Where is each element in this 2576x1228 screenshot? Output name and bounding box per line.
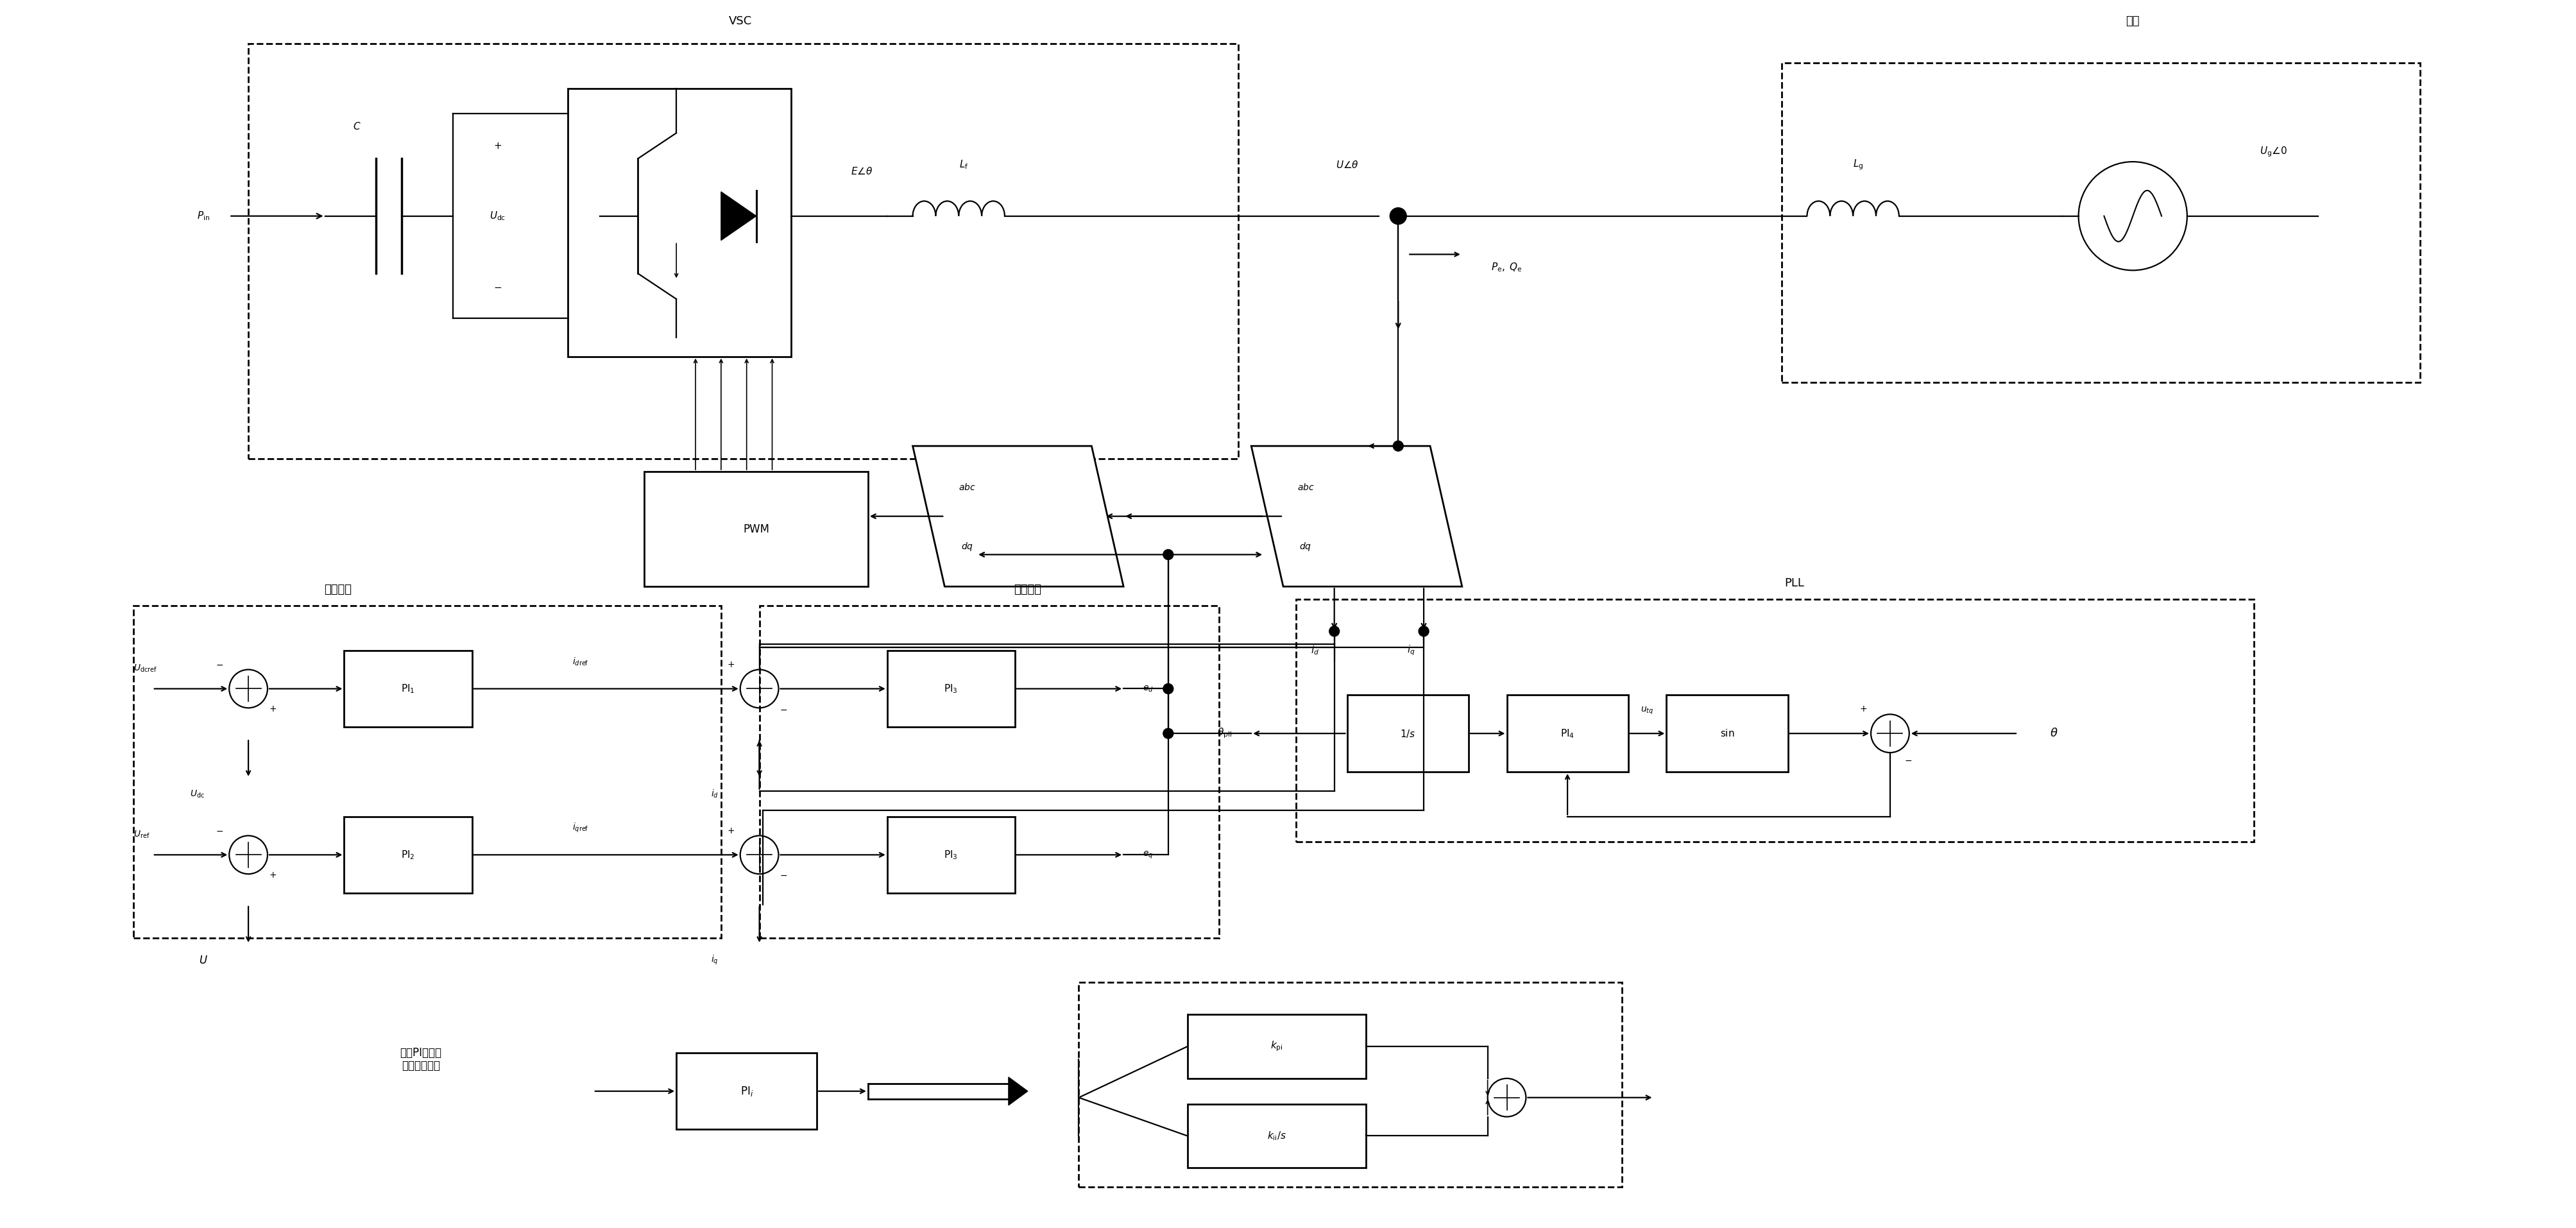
Circle shape [1162,728,1172,738]
Bar [247,43,1239,459]
Text: $\mathrm{PI}_4$: $\mathrm{PI}_4$ [1561,727,1574,739]
Bar [134,605,721,938]
Text: $U_{\rm dcref}$: $U_{\rm dcref}$ [134,663,157,674]
Circle shape [1388,208,1406,225]
Polygon shape [1252,446,1461,587]
Text: $U_{\rm dc}$: $U_{\rm dc}$ [191,788,204,799]
Text: $L_{\rm g}$: $L_{\rm g}$ [1852,158,1862,172]
Text: $dq$: $dq$ [961,542,974,553]
Text: $\mathrm{PI}_i$: $\mathrm{PI}_i$ [739,1084,752,1098]
Text: $k_{\rm pi}$: $k_{\rm pi}$ [1270,1040,1283,1054]
Text: $u_{tq}$: $u_{tq}$ [1641,706,1654,716]
Text: $dq$: $dq$ [1298,542,1311,553]
Text: PWM: PWM [742,523,770,535]
Text: $abc$: $abc$ [1296,483,1314,492]
Text: $+$: $+$ [268,705,276,713]
Text: $P_{\rm in}$: $P_{\rm in}$ [198,210,211,222]
Text: $-$: $-$ [216,659,224,669]
Bar [886,817,1015,893]
Text: $k_{\rm ii}/s$: $k_{\rm ii}/s$ [1267,1130,1285,1142]
Text: $E\angle\theta$: $E\angle\theta$ [850,166,873,177]
Text: $+$: $+$ [492,141,502,151]
Text: $\theta_{\rm pll}$: $\theta_{\rm pll}$ [1216,727,1231,740]
Text: $P_{\rm e},\ Q_{\rm e}$: $P_{\rm e},\ Q_{\rm e}$ [1492,262,1522,273]
Bar [1347,695,1468,771]
Text: 电流控制: 电流控制 [1012,585,1041,596]
Circle shape [1162,549,1172,560]
Text: 电压控制: 电压控制 [325,585,350,596]
Text: $U_{\rm ref}$: $U_{\rm ref}$ [134,829,149,840]
Text: $-$: $-$ [781,705,788,713]
Text: $\theta$: $\theta$ [2050,728,2058,739]
Text: $1/s$: $1/s$ [1399,728,1414,739]
Text: $i_d$: $i_d$ [711,788,719,799]
Bar [760,605,1218,938]
Circle shape [1419,626,1430,636]
Bar [345,817,471,893]
Text: $i_d$: $i_d$ [1311,645,1319,657]
Text: $e_d$: $e_d$ [1141,684,1154,694]
Bar [644,472,868,587]
Polygon shape [1007,1077,1028,1105]
Bar [886,651,1015,727]
Text: $\sin$: $\sin$ [1721,728,1734,738]
Bar [1079,982,1620,1187]
Text: 网络: 网络 [2125,16,2138,27]
Text: $i_q$: $i_q$ [1406,643,1414,657]
Bar [1188,1014,1365,1078]
Bar [1188,1104,1365,1168]
Text: $\mathrm{PI}_3$: $\mathrm{PI}_3$ [943,849,958,861]
Bar [1780,63,2419,382]
Text: $+$: $+$ [1860,705,1868,713]
Text: $+$: $+$ [726,826,734,835]
Text: $U\angle\theta$: $U\angle\theta$ [1334,160,1358,169]
Bar [675,1052,817,1130]
Bar [1667,695,1788,771]
Circle shape [1329,626,1340,636]
Bar [567,88,791,356]
Polygon shape [721,192,755,241]
Text: $\mathrm{PI}_3$: $\mathrm{PI}_3$ [943,683,958,695]
Polygon shape [912,446,1123,587]
Bar [1296,599,2254,842]
Circle shape [1394,441,1404,451]
Text: $-$: $-$ [492,281,502,291]
Text: $U$: $U$ [198,954,209,966]
Text: VSC: VSC [729,16,752,27]
Text: $-$: $-$ [1904,755,1911,765]
Text: $U_{\rm dc}$: $U_{\rm dc}$ [489,210,505,222]
Circle shape [1162,684,1172,694]
Text: $e_q$: $e_q$ [1141,850,1154,860]
Text: $\mathrm{PI}_1$: $\mathrm{PI}_1$ [402,683,415,695]
Text: $\mathrm{PI}_2$: $\mathrm{PI}_2$ [402,849,415,861]
Text: $+$: $+$ [268,871,276,879]
Text: $i_q$: $i_q$ [711,954,719,966]
Text: $C$: $C$ [353,122,361,131]
Text: PLL: PLL [1785,577,1803,589]
Text: $U_{\rm g}\angle 0$: $U_{\rm g}\angle 0$ [2259,146,2287,158]
Bar [345,651,471,727]
Text: $i_{d{\rm ref}}$: $i_{d{\rm ref}}$ [572,656,587,668]
Bar [1507,695,1628,771]
Text: $abc$: $abc$ [958,483,976,492]
Text: $+$: $+$ [726,659,734,669]
Text: 其中PI为比例
积分控制器：: 其中PI为比例 积分控制器： [399,1046,440,1072]
Text: $L_{\rm f}$: $L_{\rm f}$ [958,158,969,171]
Text: $-$: $-$ [781,871,788,879]
Text: $-$: $-$ [216,826,224,835]
Text: $i_{q{\rm ref}}$: $i_{q{\rm ref}}$ [572,822,587,834]
